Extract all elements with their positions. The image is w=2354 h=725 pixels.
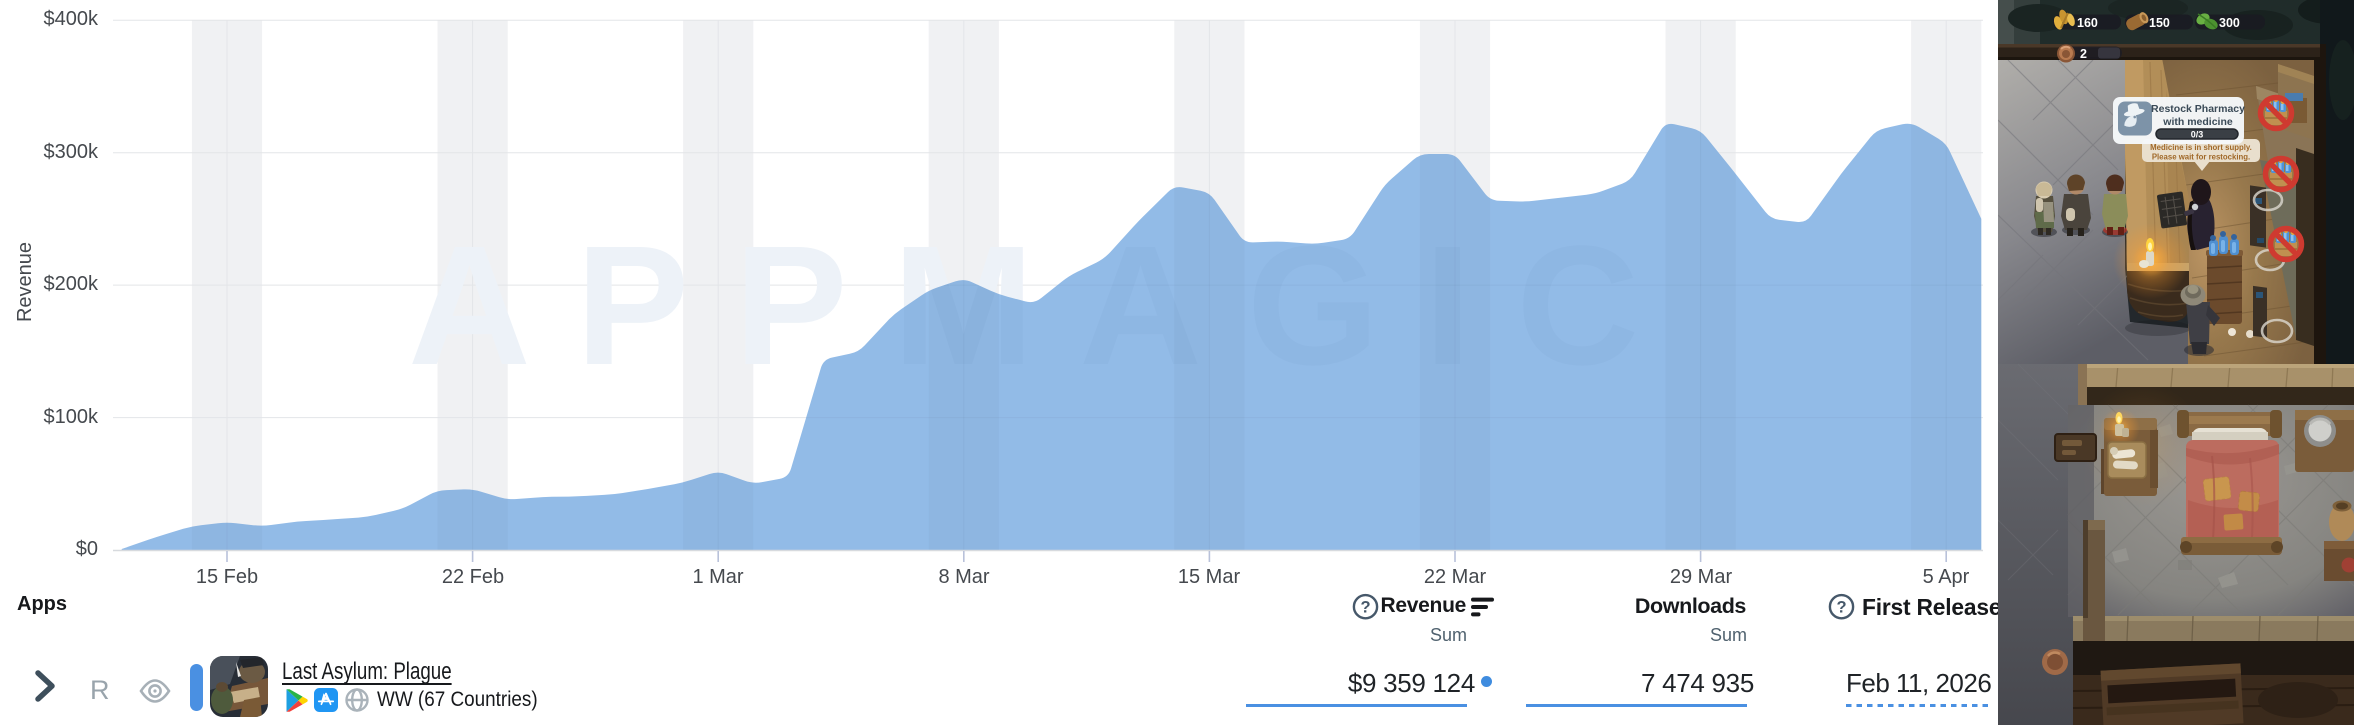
svg-text:0/3: 0/3 — [2191, 130, 2204, 140]
svg-text:300: 300 — [2219, 16, 2240, 30]
svg-text:Revenue: Revenue — [14, 242, 36, 322]
svg-text:150: 150 — [2149, 16, 2170, 30]
svg-text:160: 160 — [2077, 16, 2098, 30]
svg-text:?: ? — [1836, 599, 1846, 617]
svg-text:Please wait for restocking.: Please wait for restocking. — [2152, 153, 2250, 162]
svg-text:?: ? — [1360, 599, 1370, 617]
svg-text:2: 2 — [2080, 47, 2087, 61]
svg-text:Restock Pharmacy: Restock Pharmacy — [2151, 103, 2245, 115]
svg-text:with medicine: with medicine — [2162, 116, 2233, 128]
svg-text:Medicine is in short supply.: Medicine is in short supply. — [2150, 143, 2252, 152]
